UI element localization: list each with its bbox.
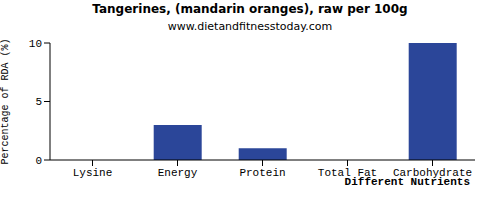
svg-text:Carbohydrate: Carbohydrate: [392, 166, 473, 179]
html-text:Different Nutrients: Different Nutrients: [344, 176, 470, 188]
svg-text:0: 0: [35, 155, 42, 167]
svg-text:Percentage of RDA (%): Percentage of RDA (%): [8, 38, 11, 164]
svg-text:Protein: Protein: [239, 167, 285, 179]
svg-text:5: 5: [35, 96, 42, 108]
html-text:www.dietandfitnesstoday.com: www.dietandfitnesstoday.com: [167, 20, 333, 33]
svg-text:Lysine: Lysine: [73, 167, 113, 179]
svg-text:Energy: Energy: [158, 167, 198, 179]
svg-text:10: 10: [29, 38, 42, 50]
svg-text:Total Fat: Total Fat: [317, 166, 378, 179]
html-text:Tangerines, (mandarin oranges): Tangerines, (mandarin oranges), raw per …: [92, 2, 408, 16]
